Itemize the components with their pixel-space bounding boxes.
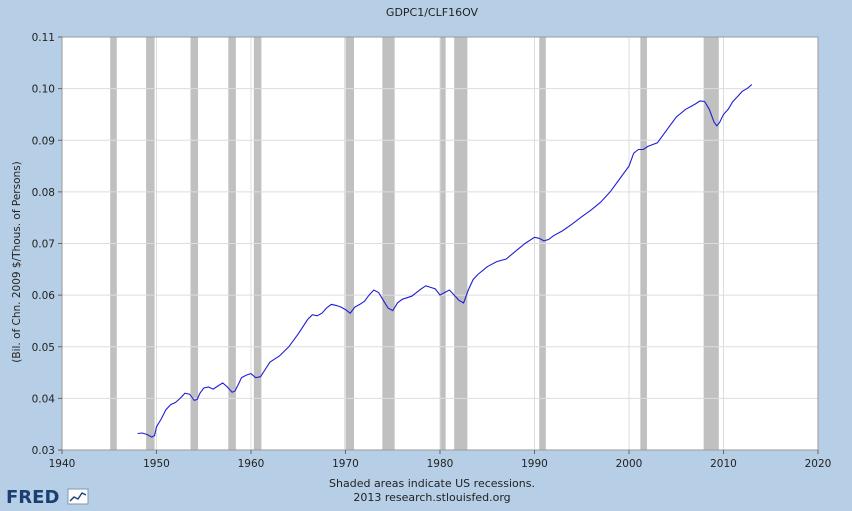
x-tick-label: 1950 — [143, 458, 170, 470]
plot-area — [61, 36, 819, 451]
y-tick-label: 0.04 — [32, 393, 56, 405]
x-tick-label: 1990 — [521, 458, 548, 470]
y-tick-label: 0.06 — [32, 290, 56, 302]
fred-logo[interactable]: FRED — [6, 487, 89, 508]
y-axis-label: (Bil. of Chn. 2009 $/Thous. of Persons) — [11, 161, 23, 362]
footer-recession-note: Shaded areas indicate US recessions. — [329, 477, 535, 490]
chart-title: GDPC1/CLF16OV — [386, 6, 479, 19]
footer-source: 2013 research.stlouisfed.org — [353, 491, 510, 504]
y-tick-label: 0.07 — [32, 239, 55, 251]
fred-logo-chart-icon — [67, 488, 89, 505]
series-line — [137, 84, 753, 438]
y-tick-label: 0.11 — [32, 32, 55, 44]
y-axis-ticks: 0.03 0.04 0.05 0.06 0.07 0.08 0.09 0.10 0.11 — [32, 32, 62, 457]
fred-logo-text: FRED — [6, 487, 59, 508]
x-tick-label: 2010 — [710, 458, 737, 470]
x-tick-label: 2020 — [805, 458, 832, 470]
x-axis-ticks: 1940 1950 1960 1970 1980 1990 2000 2010 2020 — [49, 450, 832, 470]
x-tick-label: 2000 — [616, 458, 643, 470]
y-tick-label: 0.09 — [32, 135, 55, 147]
y-tick-label: 0.10 — [32, 84, 55, 96]
y-tick-label: 0.08 — [32, 187, 55, 199]
x-tick-label: 1940 — [49, 458, 76, 470]
y-tick-label: 0.03 — [32, 445, 55, 457]
x-tick-label: 1980 — [427, 458, 454, 470]
y-tick-label: 0.05 — [32, 342, 55, 354]
x-tick-label: 1960 — [238, 458, 265, 470]
x-tick-label: 1970 — [332, 458, 359, 470]
